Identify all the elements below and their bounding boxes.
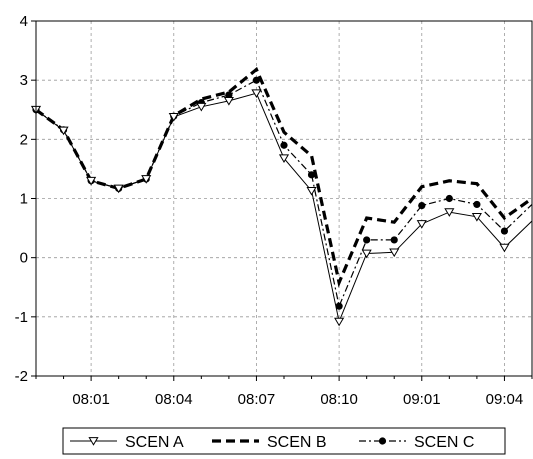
x-tick-label: 08:01 [72,391,110,408]
series-lines [30,66,533,327]
marker-scen-c [335,302,343,310]
y-tick-label: 0 [20,250,28,267]
legend-label: SCEN C [414,434,474,451]
y-tick-label: -2 [15,368,28,385]
legend-label: SCEN A [125,434,184,451]
marker-scen-a [416,220,427,229]
y-tick-label: 4 [20,13,28,30]
series-scen-a [30,89,533,327]
marker-scen-a [113,184,124,194]
marker-scen-a [251,89,262,98]
marker-scen-c [307,171,316,179]
legend: SCEN A SCEN B SCEN C [62,427,506,455]
y-tick-label: 3 [20,72,28,89]
y-tick-label: 1 [20,191,28,208]
marker-scen-c [363,236,371,244]
marker-scen-a [389,248,400,258]
series-scen-c [32,76,533,310]
marker-scen-a [58,126,69,136]
legend-marker [88,437,99,446]
x-tick-label: 09:01 [403,391,441,408]
line-scen-b [35,66,533,288]
legend-box [62,427,506,455]
legend-item-scen-a: SCEN A [70,434,184,451]
marker-scen-a [334,317,345,327]
marker-scen-a [361,249,372,259]
grid-lines [36,21,532,376]
marker-scen-a [471,212,482,222]
y-axis: -2 -1 0 1 2 3 4 [15,13,36,385]
legend-marker [378,437,387,445]
marker-scen-a [306,186,317,196]
line-scen-c [35,79,533,309]
marker-scen-a [196,102,207,112]
legend-item-scen-b: SCEN B [212,434,327,451]
marker-scen-a [168,112,179,122]
marker-scen-c [500,227,509,235]
marker-scen-c [390,236,398,244]
series-scen-b [35,66,533,288]
x-tick-label: 09:04 [486,391,524,408]
x-tick-label: 08:04 [155,391,193,408]
marker-scen-a [86,176,97,186]
y-tick-label: -1 [15,309,28,326]
plot-frame [35,20,533,377]
y-tick-label: 2 [20,131,28,148]
marker-scen-c [418,202,426,210]
legend-item-scen-c: SCEN C [359,434,474,451]
marker-scen-a [223,97,234,106]
legend-label: SCEN B [267,434,327,451]
line-scen-a [35,92,533,324]
marker-scen-c [473,200,481,209]
x-tick-label: 08:07 [238,391,276,408]
x-tick-label: 08:10 [320,391,358,408]
marker-scen-a [141,175,152,184]
marker-scen-a [278,154,290,164]
marker-scen-a [444,208,455,217]
marker-scen-c [252,76,261,84]
x-axis: 08:01 08:04 08:07 08:10 09:01 09:04 [35,376,533,408]
marker-scen-c [225,91,233,99]
marker-scen-c [445,194,453,203]
marker-scen-a [499,243,510,253]
marker-scen-c [280,141,288,149]
